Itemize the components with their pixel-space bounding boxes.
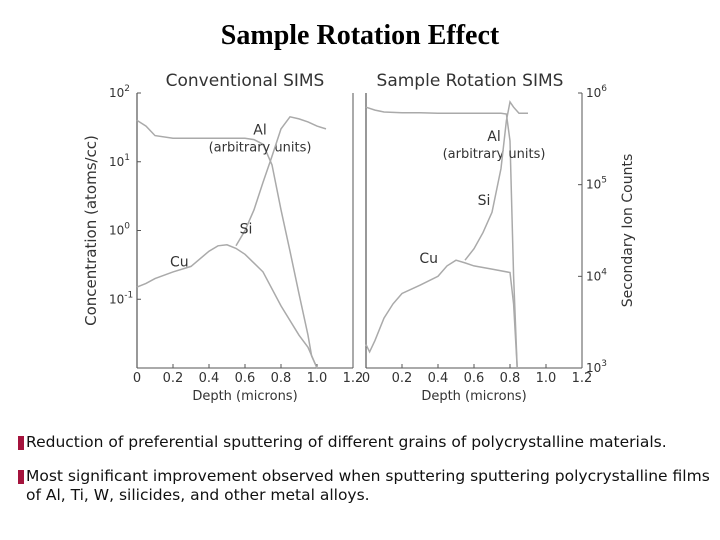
x-tick-label: 0.8: [271, 371, 292, 386]
series-line-al: [365, 106, 518, 369]
panel-title: Conventional SIMS: [166, 71, 325, 91]
series-unit-label: (arbitrary units): [209, 140, 312, 155]
x-tick-label: 0.6: [464, 371, 485, 386]
y-tick-label: 101: [109, 153, 130, 169]
bullet-text: Most significant improvement observed wh…: [26, 467, 710, 504]
y-axis-label: Secondary Ion Counts: [620, 154, 636, 307]
panel-title: Sample Rotation SIMS: [377, 71, 564, 91]
x-tick-label: 0: [133, 371, 141, 386]
series-label-si: Si: [478, 193, 491, 209]
x-tick-label: 1.2: [343, 371, 364, 386]
series-label-al: Al: [487, 129, 500, 145]
y-tick-label: 106: [586, 84, 607, 100]
series-line-si: [464, 99, 528, 261]
series-label-al: Al: [253, 122, 266, 138]
bullet-item-1: Reduction of preferential sputtering of …: [18, 433, 718, 452]
y-axis-label: Concentration (atoms/cc): [82, 135, 100, 326]
series-line-cu: [365, 259, 518, 369]
x-tick-label: 0.4: [428, 371, 449, 386]
series-unit-label: (arbitrary units): [443, 147, 546, 162]
bullet-text: Reduction of preferential sputtering of …: [26, 433, 667, 451]
x-tick-label: 0.2: [163, 371, 184, 386]
x-tick-label: 0.4: [199, 371, 220, 386]
y-tick-label: 102: [109, 84, 130, 100]
series-line-cu: [136, 244, 318, 369]
x-tick-label: 1.2: [572, 371, 593, 386]
y-tick-label: 10-1: [109, 290, 133, 306]
y-tick-label: 104: [586, 267, 607, 283]
sims-figure: Conventional SIMS 0 0.2 0.4 0.6 0.8 1.0 1.2 Dept…: [82, 71, 636, 404]
series-line-si: [235, 115, 327, 247]
y-tick-label: 100: [109, 222, 130, 238]
x-tick-label: 1.0: [536, 371, 557, 386]
series-label-si: Si: [240, 222, 253, 238]
y-tick-label: 105: [586, 176, 607, 192]
slide-title: Sample Rotation Effect: [220, 20, 500, 51]
x-tick-label: 0.6: [235, 371, 256, 386]
x-tick-label: 0.8: [500, 371, 521, 386]
series-label-cu: Cu: [170, 254, 189, 270]
bullet-marker: [18, 436, 24, 450]
series-line-al: [136, 119, 318, 369]
y-tick-label: 103: [586, 359, 607, 375]
x-tick-label: 0.2: [392, 371, 413, 386]
x-tick-label: 0: [362, 371, 370, 386]
bullet-item-2: Most significant improvement observed wh…: [18, 467, 718, 505]
x-axis-label: Depth (microns): [421, 389, 526, 404]
series-label-cu: Cu: [419, 251, 438, 267]
bullet-marker: [18, 470, 24, 484]
x-axis-label: Depth (microns): [192, 389, 297, 404]
x-tick-label: 1.0: [307, 371, 328, 386]
